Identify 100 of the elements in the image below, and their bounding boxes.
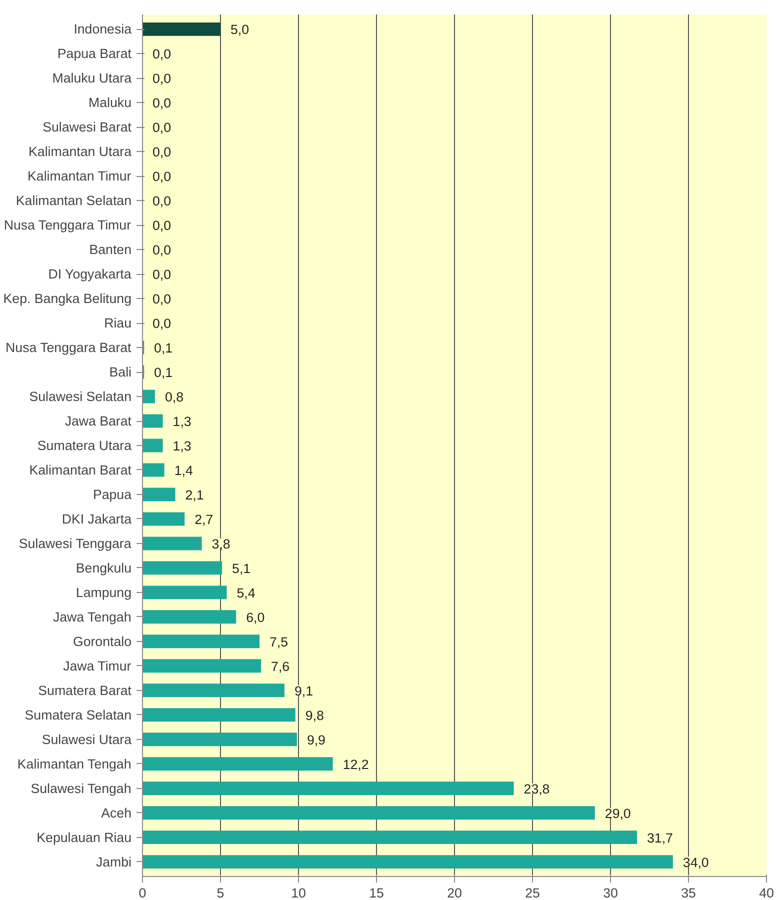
y-tick-label: Kalimantan Tengah [17,756,132,772]
data-label: 0,1 [154,340,173,356]
y-tick-label: Papua [92,486,132,502]
data-label: 5,4 [236,585,256,600]
data-label: 0,0 [152,71,172,86]
data-label: 1,4 [174,462,194,478]
bar [142,438,163,452]
bar [142,782,514,796]
y-tick-label: Nusa Tenggara Barat [6,340,132,356]
y-tick-label: Jambi [96,854,132,870]
y-tick-label: Riau [104,316,132,331]
y-tick-label: Bengkulu [76,560,132,576]
x-tick-label: 40 [759,886,774,900]
bar [142,830,638,844]
data-label: 5,1 [232,560,251,576]
data-label: 9,9 [306,732,326,748]
y-tick-label: Maluku [88,95,132,110]
bar [142,757,333,771]
data-label: 0,0 [152,96,172,111]
data-label: 0,0 [152,194,172,209]
y-tick-label: Sulawesi Barat [42,120,132,135]
y-tick-label: DI Yogyakarta [48,266,132,282]
y-tick-label: Kalimantan Timur [28,168,132,184]
data-label: 0,1 [154,365,173,380]
y-tick-label: Indonesia [74,22,132,37]
data-label: 0,0 [152,144,172,160]
data-label: 23,8 [524,781,550,796]
y-tick-label: Kepulauan Riau [36,830,132,845]
bar [142,414,163,428]
data-label: 7,6 [271,658,290,674]
y-tick-label: Banten [89,242,132,258]
x-tick-label: 25 [525,886,540,900]
x-tick-label: 15 [369,886,384,900]
y-tick-label: Sulawesi Selatan [29,389,132,404]
data-label: 6,0 [246,610,265,625]
y-tick-label: Sumatera Utara [37,438,132,453]
x-tick-label: 20 [447,886,462,900]
bar [142,806,595,820]
x-tick-label: 5 [216,886,224,900]
x-tick-label: 0 [138,886,146,900]
data-label: 1,3 [172,438,192,454]
data-label: 0,0 [152,46,172,62]
bar [142,610,236,624]
data-label: 0,0 [152,316,172,332]
y-tick-label: Lampung [76,584,132,600]
data-label: 2,7 [194,512,214,527]
y-tick-label: Jawa Barat [64,414,132,429]
bar [142,634,260,648]
bar [142,561,222,575]
y-tick-label: Sumatera Selatan [24,707,132,722]
data-label: 7,5 [270,634,288,650]
y-tick-label: Bali [109,364,132,380]
y-tick-label: DKI Jakarta [62,511,132,526]
bar [142,463,164,477]
data-label: 12,2 [342,756,369,772]
y-tick-label: Kalimantan Selatan [16,193,132,208]
bar [142,732,297,746]
bar [142,659,262,673]
data-label: 1,3 [172,414,192,430]
data-label: 5,0 [230,22,250,38]
data-label: 0,0 [152,120,172,136]
data-label: 0,0 [152,169,172,184]
y-tick-label: Sulawesi Tenggara [18,536,132,551]
data-label: 34,0 [682,854,709,870]
data-label: 0,8 [164,390,184,405]
data-label: 3,8 [212,536,230,552]
bar [142,488,176,502]
bar [142,855,673,869]
data-label: 2,1 [185,487,204,502]
y-tick-label: Gorontalo [72,634,132,649]
y-tick-label: Sumatera Barat [38,682,132,698]
bar [142,708,296,722]
data-label: 9,1 [294,683,313,698]
data-label: 0,0 [152,292,172,307]
data-label: 31,7 [647,830,673,846]
x-tick-label: 10 [291,886,306,900]
bar [142,512,185,526]
y-tick-label: Jawa Timur [63,658,132,674]
y-tick-label: Kep. Bangka Belitung [3,291,132,306]
y-tick-label: Kalimantan Utara [28,144,132,160]
data-label: 0,0 [152,242,172,258]
x-tick-label: 35 [681,886,696,900]
bar [142,22,220,36]
y-tick-label: Aceh [101,805,132,820]
bar [142,536,202,550]
bar [142,684,284,698]
y-tick-label: Sulawesi Utara [42,732,132,747]
bar [142,586,227,600]
y-tick-label: Papua Barat [57,46,132,62]
y-tick-label: Kalimantan Barat [29,462,132,478]
y-tick-label: Sulawesi Tengah [30,780,132,796]
y-tick-label: Jawa Tengah [52,609,132,624]
data-label: 9,8 [305,708,324,723]
data-label: 0,0 [152,267,172,282]
bar [142,390,155,404]
data-label: 29,0 [604,806,631,821]
y-tick-label: Maluku Utara [52,70,132,86]
data-label: 0,0 [152,218,172,234]
x-tick-label: 30 [603,886,618,900]
y-tick-label: Nusa Tenggara Timur [4,218,132,233]
